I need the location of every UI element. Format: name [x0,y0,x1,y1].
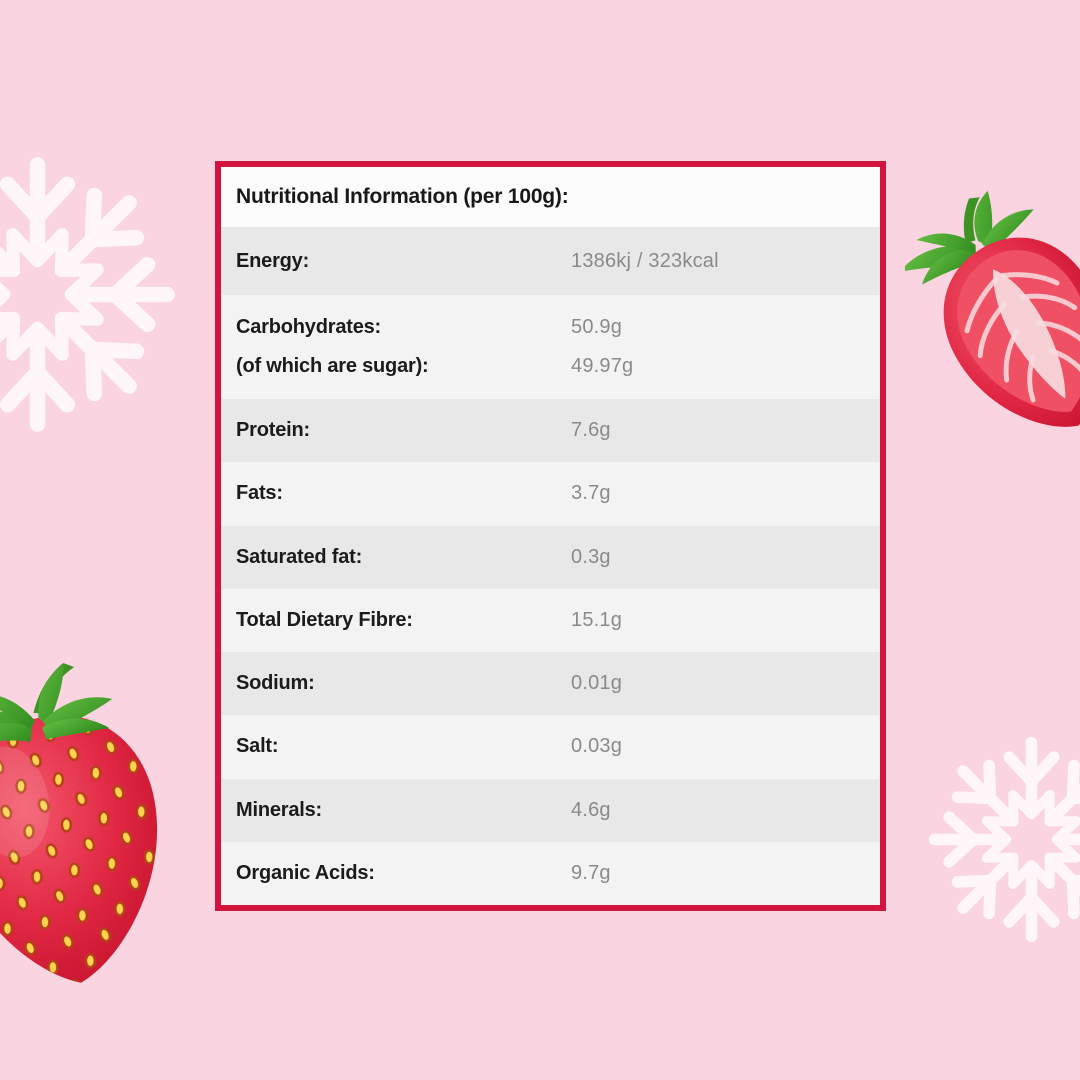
carbs-line: Carbohydrates: 50.9g [221,316,880,339]
row-value: 3.7g [571,482,611,505]
table-row-minerals: Minerals: 4.6g [221,778,880,842]
row-label: Salt: [236,735,279,758]
row-value: 0.03g [571,735,623,758]
row-value: 0.3g [571,545,611,568]
row-value: 15.1g [571,608,623,631]
row-value: 1386kj / 323kcal [571,249,719,272]
row-value: 50.9g [571,316,623,338]
nutrition-table: Nutritional Information (per 100g): Ener… [215,161,886,911]
row-label: Minerals: [236,798,323,821]
row-label: Carbohydrates: [236,316,382,338]
sugar-line: (of which are sugar): 49.97g [221,355,880,378]
table-title: Nutritional Information (per 100g): [236,185,569,208]
row-label: Protein: [236,419,310,442]
table-row-saturated-fat: Saturated fat: 0.3g [221,525,880,589]
row-label: Fats: [236,482,283,505]
row-label: Organic Acids: [236,861,375,884]
row-value: 49.97g [571,355,634,377]
table-row-protein: Protein: 7.6g [221,399,880,463]
snowflake-icon [925,733,1080,946]
row-label: Total Dietary Fibre: [236,608,413,631]
table-header: Nutritional Information (per 100g): [221,167,880,227]
row-label: Saturated fat: [236,545,363,568]
row-value: 4.6g [571,798,611,821]
row-value: 9.7g [571,861,611,884]
table-row-fibre: Total Dietary Fibre: 15.1g [221,588,880,652]
strawberry-half-image [899,185,1080,465]
row-value: 7.6g [571,419,611,442]
table-row-fats: Fats: 3.7g [221,462,880,526]
strawberry-whole-image [0,655,185,1015]
table-row-sodium: Sodium: 0.01g [221,652,880,716]
table-row-energy: Energy: 1386kj / 323kcal [221,227,880,295]
table-row-carbohydrates: Carbohydrates: 50.9g (of which are sugar… [221,295,880,399]
table-row-salt: Salt: 0.03g [221,715,880,779]
table-row-organic-acids: Organic Acids: 9.7g [221,841,880,905]
row-label: Sodium: [236,672,315,695]
row-value: 0.01g [571,672,623,695]
row-label: Energy: [236,249,310,272]
snowflake-icon [0,152,180,437]
row-label: (of which are sugar): [236,355,429,377]
